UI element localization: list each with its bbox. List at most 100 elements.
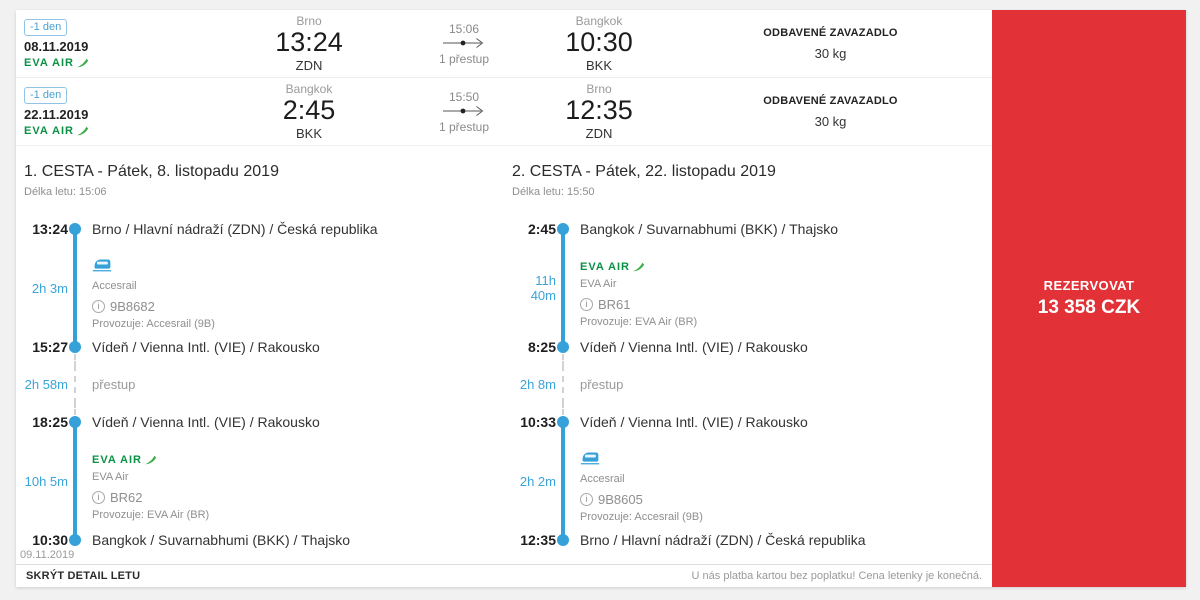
arrival-city: Brno bbox=[586, 82, 612, 97]
eva-air-swoosh-icon bbox=[632, 262, 645, 272]
flight-date: 08.11.2019 bbox=[24, 38, 89, 54]
timeline-stop: 10:33 Vídeň / Vienna Intl. (VIE) / Rakou… bbox=[512, 402, 992, 442]
departure-code: ZDN bbox=[295, 57, 323, 73]
info-icon[interactable]: i bbox=[92, 300, 105, 313]
stop-dot-icon bbox=[557, 416, 569, 428]
arrow-with-stop-icon bbox=[443, 37, 484, 48]
timeline-track bbox=[556, 327, 570, 367]
stop-dot-icon bbox=[69, 341, 81, 353]
transfer-label: přestup bbox=[92, 377, 136, 392]
stop-time: 12:35 bbox=[520, 532, 556, 548]
eva-air-swoosh-icon bbox=[76, 58, 89, 67]
stop-time: 8:25 bbox=[527, 339, 556, 355]
departure-airport: Brno 13:24 ZDN bbox=[219, 14, 399, 73]
eva-air-swoosh-icon bbox=[144, 455, 157, 465]
info-icon[interactable]: i bbox=[92, 491, 105, 504]
timeline-track bbox=[556, 520, 570, 559]
stop-location: Brno / Hlavní nádraží (ZDN) / Česká repu… bbox=[580, 532, 866, 548]
operated-by: Provozuje: EVA Air (BR) bbox=[580, 316, 698, 328]
transfer-label: přestup bbox=[580, 377, 624, 392]
stop-location: Vídeň / Vienna Intl. (VIE) / Rakousko bbox=[580, 414, 808, 430]
day-offset-badge: -1 den bbox=[24, 18, 68, 36]
timeline-segment: 10h 5m EVA AIR EVA Air i BR62 Provozuje:… bbox=[24, 440, 504, 522]
timeline-stop: 18:25 Vídeň / Vienna Intl. (VIE) / Rakou… bbox=[24, 402, 504, 442]
info-icon[interactable]: i bbox=[580, 298, 593, 311]
stop-time: 10:33 bbox=[520, 414, 556, 430]
train-icon bbox=[92, 259, 112, 272]
stop-location: Bangkok / Suvarnabhumi (BKK) / Thajsko bbox=[92, 532, 351, 548]
payment-note: U nás platba kartou bez poplatku! Cena l… bbox=[691, 570, 982, 582]
segment-details: EVA AIR EVA Air i BR61 Provozuje: EVA Ai… bbox=[580, 248, 697, 328]
journeys: 1. CESTA - Pátek, 8. listopadu 2019 Délk… bbox=[16, 146, 992, 564]
eva-air-swoosh-icon bbox=[76, 126, 89, 135]
stops-count: 1 přestup bbox=[438, 51, 490, 66]
timeline-track bbox=[68, 247, 82, 329]
flight-date: 22.11.2019 bbox=[24, 106, 89, 122]
arrival-city: Bangkok bbox=[575, 14, 623, 29]
operated-by: Provozuje: Accesrail (9B) bbox=[92, 318, 215, 330]
timeline-stop: 12:35 Brno / Hlavní nádraží (ZDN) / Česk… bbox=[512, 520, 992, 559]
flight-number: 9B8605 bbox=[598, 492, 643, 507]
carrier-name: EVA Air bbox=[92, 471, 129, 483]
journey-duration: Délka letu: 15:06 bbox=[24, 186, 107, 198]
timeline-transfer: 2h 58m přestup bbox=[24, 365, 504, 404]
stop-location: Bangkok / Suvarnabhumi (BKK) / Thajsko bbox=[580, 221, 839, 237]
info-icon[interactable]: i bbox=[580, 493, 593, 506]
segment-duration: 2h 2m bbox=[519, 473, 556, 489]
flight-number: 9B8682 bbox=[110, 299, 155, 314]
baggage-value: 30 kg bbox=[814, 45, 847, 61]
flight-summary-row[interactable]: -1 den 22.11.2019 EVA AIR Bangkok 2:45 B… bbox=[16, 78, 992, 146]
baggage-value: 30 kg bbox=[814, 113, 847, 129]
stop-location: Vídeň / Vienna Intl. (VIE) / Rakousko bbox=[92, 339, 320, 355]
reserve-button[interactable]: REZERVOVAT 13 358 CZK bbox=[992, 10, 1186, 587]
timeline-track bbox=[556, 402, 570, 442]
flight-number-line: i 9B8682 bbox=[92, 299, 215, 314]
baggage-label: ODBAVENÉ ZAVAZADLO bbox=[763, 94, 898, 107]
timeline-transfer: 2h 8m přestup bbox=[512, 365, 992, 404]
stop-dot-icon bbox=[557, 341, 569, 353]
arrival-airport: Brno 12:35 ZDN bbox=[529, 82, 669, 141]
timeline-segment: 2h 3m EVA AIR Accesrail i 9B8682 Provozu… bbox=[24, 247, 504, 330]
stop-location: Vídeň / Vienna Intl. (VIE) / Rakousko bbox=[580, 339, 808, 355]
arrival-date: 09.11.2019 bbox=[20, 549, 75, 561]
flight-summary-row[interactable]: -1 den 08.11.2019 EVA AIR Brno 13:24 ZDN… bbox=[16, 10, 992, 78]
stop-location: Vídeň / Vienna Intl. (VIE) / Rakousko bbox=[92, 414, 320, 430]
operated-by: Provozuje: Accesrail (9B) bbox=[580, 511, 703, 523]
flight-number-line: i BR61 bbox=[580, 297, 697, 312]
day-offset-badge: -1 den bbox=[24, 86, 68, 104]
departure-time: 13:24 bbox=[275, 27, 343, 58]
timeline-track bbox=[68, 365, 82, 404]
departure-code: BKK bbox=[295, 125, 322, 141]
hide-detail-button[interactable]: SKRÝT DETAIL LETU bbox=[26, 570, 141, 582]
stop-time: 18:25 bbox=[32, 414, 68, 430]
stop-dot-icon bbox=[69, 416, 81, 428]
carrier-name: Accesrail bbox=[580, 473, 625, 485]
stop-dot-icon bbox=[69, 223, 81, 235]
timeline-segment: 2h 2m EVA AIR Accesrail i 9B8605 Provozu… bbox=[512, 440, 992, 523]
timeline-stop: 2:45 Bangkok / Suvarnabhumi (BKK) / Thaj… bbox=[512, 210, 992, 249]
timeline-track bbox=[556, 365, 570, 404]
stop-time: 2:45 bbox=[527, 221, 556, 237]
timeline-track bbox=[556, 440, 570, 522]
timeline-track bbox=[68, 440, 82, 522]
journey-title: 2. CESTA - Pátek, 22. listopadu 2019 bbox=[512, 163, 776, 180]
journey-title: 1. CESTA - Pátek, 8. listopadu 2019 bbox=[24, 163, 279, 180]
timeline: 13:24 Brno / Hlavní nádraží (ZDN) / Česk… bbox=[20, 210, 504, 561]
transfer-duration: 2h 8m bbox=[519, 377, 556, 392]
stops-count: 1 přestup bbox=[438, 119, 490, 134]
timeline-stop: 8:25 Vídeň / Vienna Intl. (VIE) / Rakous… bbox=[512, 327, 992, 367]
route-info: 15:06 1 přestup bbox=[399, 22, 529, 66]
journey-column: 2. CESTA - Pátek, 22. listopadu 2019 Dél… bbox=[504, 163, 992, 564]
journey-duration: Délka letu: 15:50 bbox=[512, 186, 595, 198]
transfer-duration: 2h 58m bbox=[24, 377, 68, 392]
flight-number-line: i BR62 bbox=[92, 490, 209, 505]
segment-duration: 2h 3m bbox=[31, 280, 68, 296]
total-duration: 15:50 bbox=[448, 89, 480, 104]
timeline-track bbox=[556, 247, 570, 329]
flight-meta: -1 den 22.11.2019 EVA AIR bbox=[24, 86, 219, 137]
baggage-label: ODBAVENÉ ZAVAZADLO bbox=[763, 26, 898, 39]
route-info: 15:50 1 přestup bbox=[399, 90, 529, 134]
eva-air-logo: EVA AIR bbox=[580, 261, 645, 273]
reserve-label: REZERVOVAT bbox=[1043, 278, 1135, 293]
